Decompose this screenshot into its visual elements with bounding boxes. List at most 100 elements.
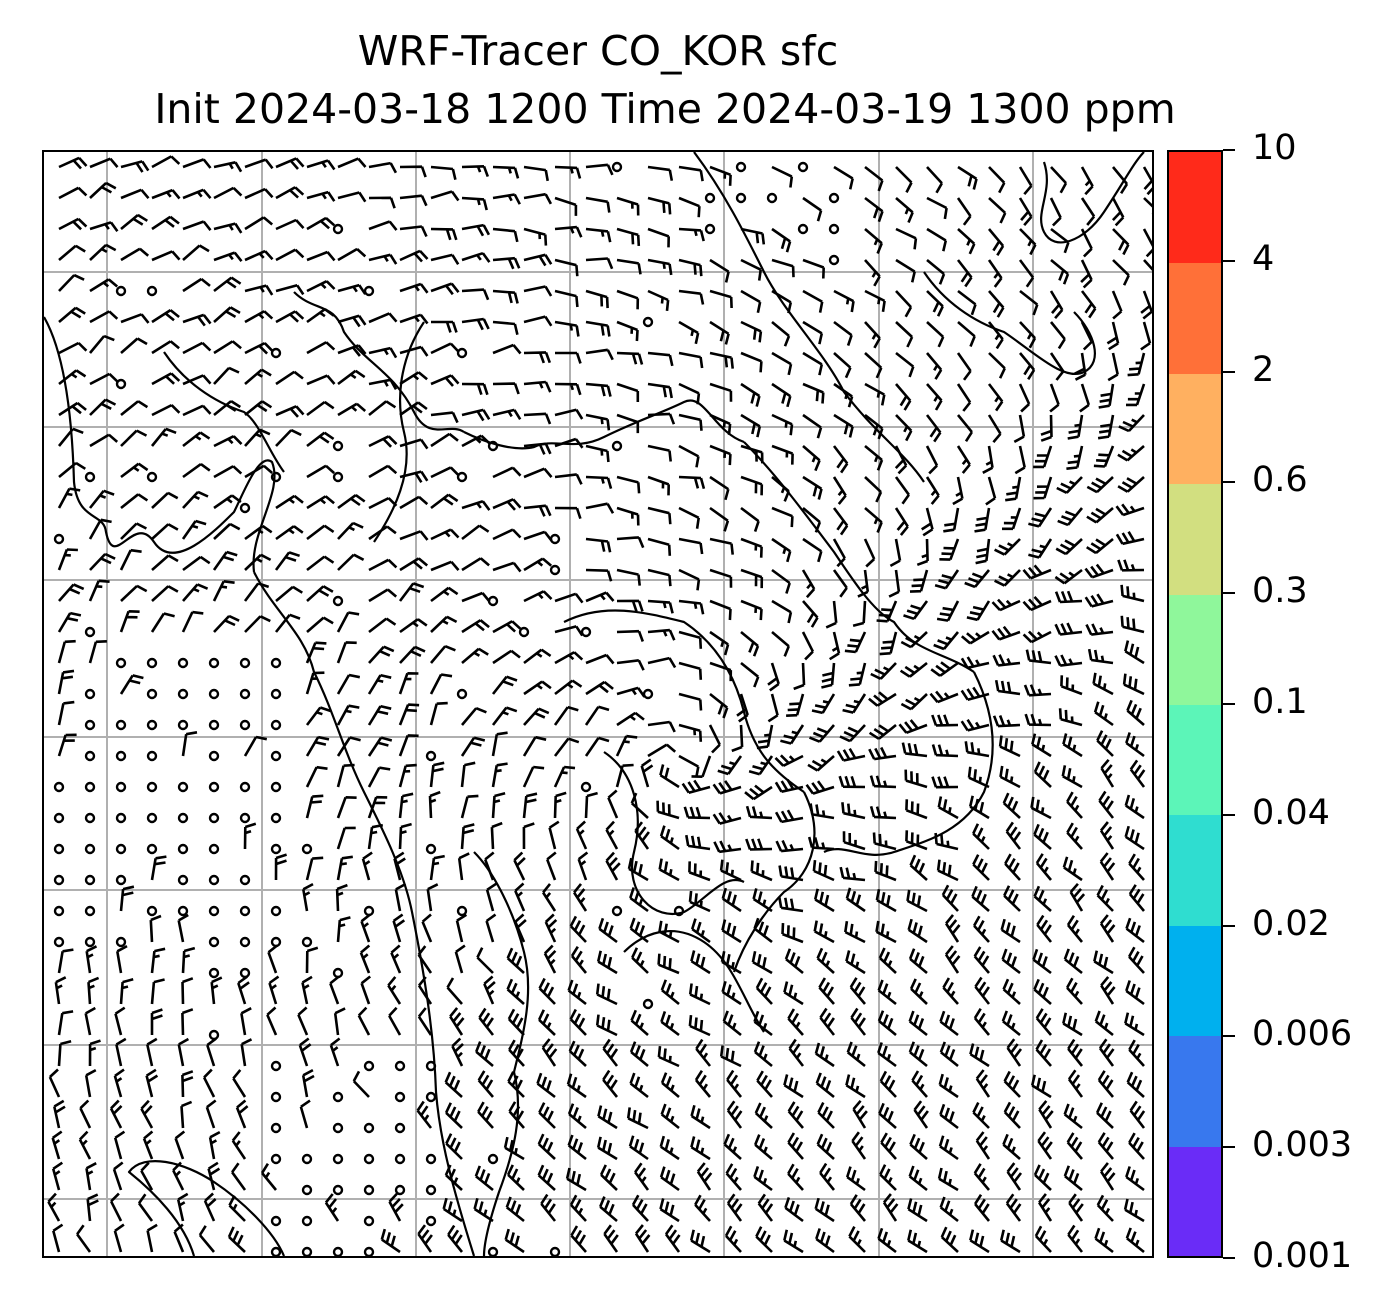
wind-barb xyxy=(213,435,243,448)
wind-barb xyxy=(1111,166,1129,194)
wind-barb xyxy=(113,1068,125,1098)
wind-barb xyxy=(814,1197,835,1223)
wind-barb xyxy=(392,913,406,943)
wind-barb xyxy=(969,1043,990,1068)
wind-barb xyxy=(306,431,335,448)
wind-barb xyxy=(647,720,676,733)
wind-barb xyxy=(89,278,119,293)
wind-barb xyxy=(523,557,553,572)
wind-barb xyxy=(1001,1010,1021,1037)
wind-barb xyxy=(444,1102,463,1129)
wind-barb xyxy=(492,498,522,511)
wind-barb xyxy=(244,615,271,633)
wind-barb xyxy=(398,672,419,695)
wind-barb xyxy=(1140,290,1152,320)
calm-wind-marker xyxy=(456,688,468,700)
wind-barb xyxy=(731,724,744,753)
wind-barb xyxy=(337,344,367,357)
wind-barb xyxy=(454,944,466,974)
coastline-segment xyxy=(623,930,765,1033)
wind-barb xyxy=(616,320,639,342)
wind-barb xyxy=(430,342,460,355)
wind-barb xyxy=(120,313,150,324)
wind-barb xyxy=(900,693,928,711)
wind-barb xyxy=(1067,1038,1084,1067)
colorbar-tick xyxy=(1223,481,1235,484)
wind-barb xyxy=(555,351,582,364)
wind-barb xyxy=(58,341,88,355)
wind-barb xyxy=(678,320,700,345)
wind-barb xyxy=(1057,507,1084,527)
wind-barb xyxy=(1050,227,1070,254)
wind-barb xyxy=(417,945,433,974)
calm-wind-marker xyxy=(425,750,437,762)
wind-barb xyxy=(399,438,429,450)
wind-barb xyxy=(417,1224,433,1253)
calm-wind-marker xyxy=(456,471,468,483)
wind-barb xyxy=(717,755,743,776)
wind-barb xyxy=(630,792,649,819)
wind-barb xyxy=(542,883,557,912)
wind-barb xyxy=(584,736,610,757)
wind-barb xyxy=(1019,289,1039,316)
wind-barb xyxy=(492,289,519,304)
calm-wind-marker xyxy=(177,688,189,700)
wind-barb xyxy=(877,979,897,1006)
wind-barb xyxy=(430,374,460,387)
wind-barb xyxy=(120,462,149,479)
wind-barb xyxy=(838,775,866,789)
wind-barb xyxy=(813,920,835,944)
wind-barb xyxy=(298,1037,312,1067)
wind-barb xyxy=(1117,559,1145,572)
wind-barb xyxy=(1084,593,1114,608)
wind-barb xyxy=(575,820,588,850)
wind-barb xyxy=(934,832,959,851)
wind-barb xyxy=(1032,948,1052,975)
wind-barb xyxy=(690,1104,711,1130)
wind-barb xyxy=(726,1069,743,1098)
wind-barb xyxy=(788,1038,805,1067)
wind-barb xyxy=(388,1006,402,1036)
wind-barb xyxy=(908,1165,928,1192)
wind-barb xyxy=(1002,1133,1021,1160)
wind-barb xyxy=(538,977,556,1005)
calm-wind-marker xyxy=(239,905,251,917)
calm-wind-marker xyxy=(301,1215,313,1227)
wind-barb xyxy=(1128,1039,1145,1067)
wind-barb xyxy=(960,719,990,732)
wind-barb xyxy=(988,290,1005,318)
wind-barb xyxy=(140,1161,154,1191)
calm-wind-marker xyxy=(146,812,158,824)
wind-barb xyxy=(492,408,522,420)
wind-barb xyxy=(596,1136,618,1161)
wind-barb xyxy=(58,273,85,292)
wind-barb xyxy=(89,157,119,169)
wind-barb xyxy=(585,163,614,176)
wind-barb xyxy=(999,1229,1021,1254)
colorbar-segment xyxy=(1169,704,1221,816)
wind-barb xyxy=(846,1041,866,1068)
wind-barb xyxy=(629,887,649,913)
wind-barb xyxy=(522,765,545,788)
wind-barb xyxy=(694,1070,712,1098)
wind-barb xyxy=(306,464,336,479)
wind-barb xyxy=(748,755,774,776)
wind-barb xyxy=(181,731,198,757)
calm-wind-marker xyxy=(270,1215,282,1227)
wind-barb xyxy=(151,403,181,417)
wind-barb xyxy=(709,320,730,345)
calm-wind-marker xyxy=(239,936,251,948)
calm-wind-marker xyxy=(146,719,158,731)
wind-barb xyxy=(181,1070,194,1098)
wind-barb xyxy=(696,1162,713,1191)
wind-barb xyxy=(51,1161,64,1191)
wind-barb xyxy=(875,920,897,944)
calm-wind-marker xyxy=(270,1091,282,1103)
wind-barb xyxy=(740,475,764,496)
colorbar-tick xyxy=(1223,370,1235,373)
wind-barb xyxy=(57,1040,72,1067)
wind-barb xyxy=(956,414,973,443)
calm-wind-marker xyxy=(146,657,158,669)
calm-wind-marker xyxy=(270,1246,282,1256)
wind-barb xyxy=(659,1135,680,1161)
